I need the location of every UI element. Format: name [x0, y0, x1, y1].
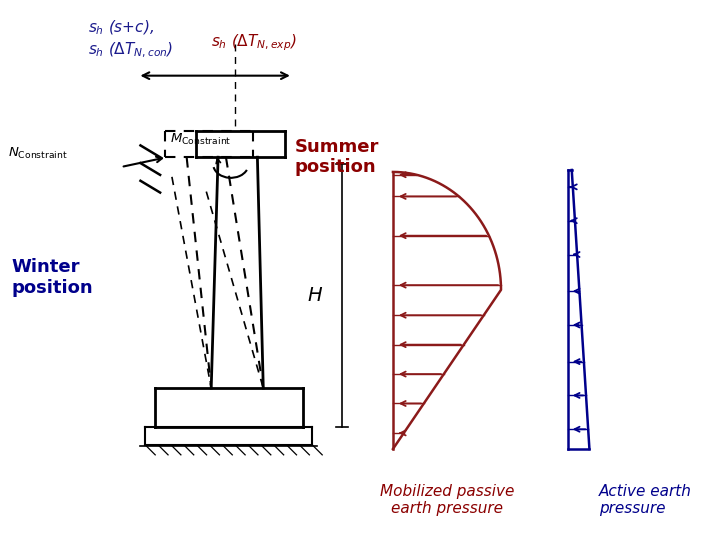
Text: $s_h$ ($\Delta T_{N,con}$): $s_h$ ($\Delta T_{N,con}$) [88, 40, 174, 60]
Text: $M_{\rm Constraint}$: $M_{\rm Constraint}$ [170, 132, 231, 147]
Text: $s_h$ (s+c),: $s_h$ (s+c), [88, 18, 155, 37]
Text: $s_h$ ($\Delta T_{N,exp}$): $s_h$ ($\Delta T_{N,exp}$) [211, 32, 297, 53]
Text: Active earth: Active earth [600, 484, 692, 500]
Text: $N_{\rm Constraint}$: $N_{\rm Constraint}$ [8, 146, 68, 161]
Text: H: H [308, 286, 323, 305]
Text: Mobilized passive: Mobilized passive [379, 484, 514, 500]
Text: Summer
position: Summer position [295, 138, 379, 176]
Text: pressure: pressure [600, 501, 666, 516]
Text: Winter
position: Winter position [12, 258, 93, 297]
Text: earth pressure: earth pressure [391, 501, 503, 516]
